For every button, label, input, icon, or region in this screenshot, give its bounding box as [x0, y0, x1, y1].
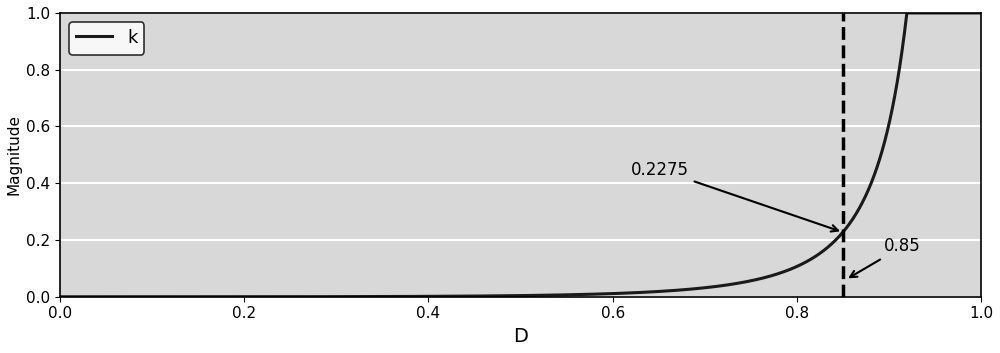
Text: 0.85: 0.85 — [850, 237, 921, 277]
k — [901, 11, 913, 15]
k — [605, 292, 617, 296]
k — [652, 289, 664, 294]
k — [221, 295, 233, 299]
Y-axis label: Magnitude: Magnitude — [7, 114, 22, 195]
Text: 0.2275: 0.2275 — [631, 161, 838, 232]
Line: k: k — [60, 13, 979, 297]
k — [740, 280, 752, 284]
k — [54, 295, 66, 299]
k — [405, 294, 417, 299]
k — [973, 11, 985, 15]
X-axis label: D: D — [513, 327, 528, 346]
k — [810, 254, 822, 258]
Legend: k: k — [69, 22, 144, 55]
